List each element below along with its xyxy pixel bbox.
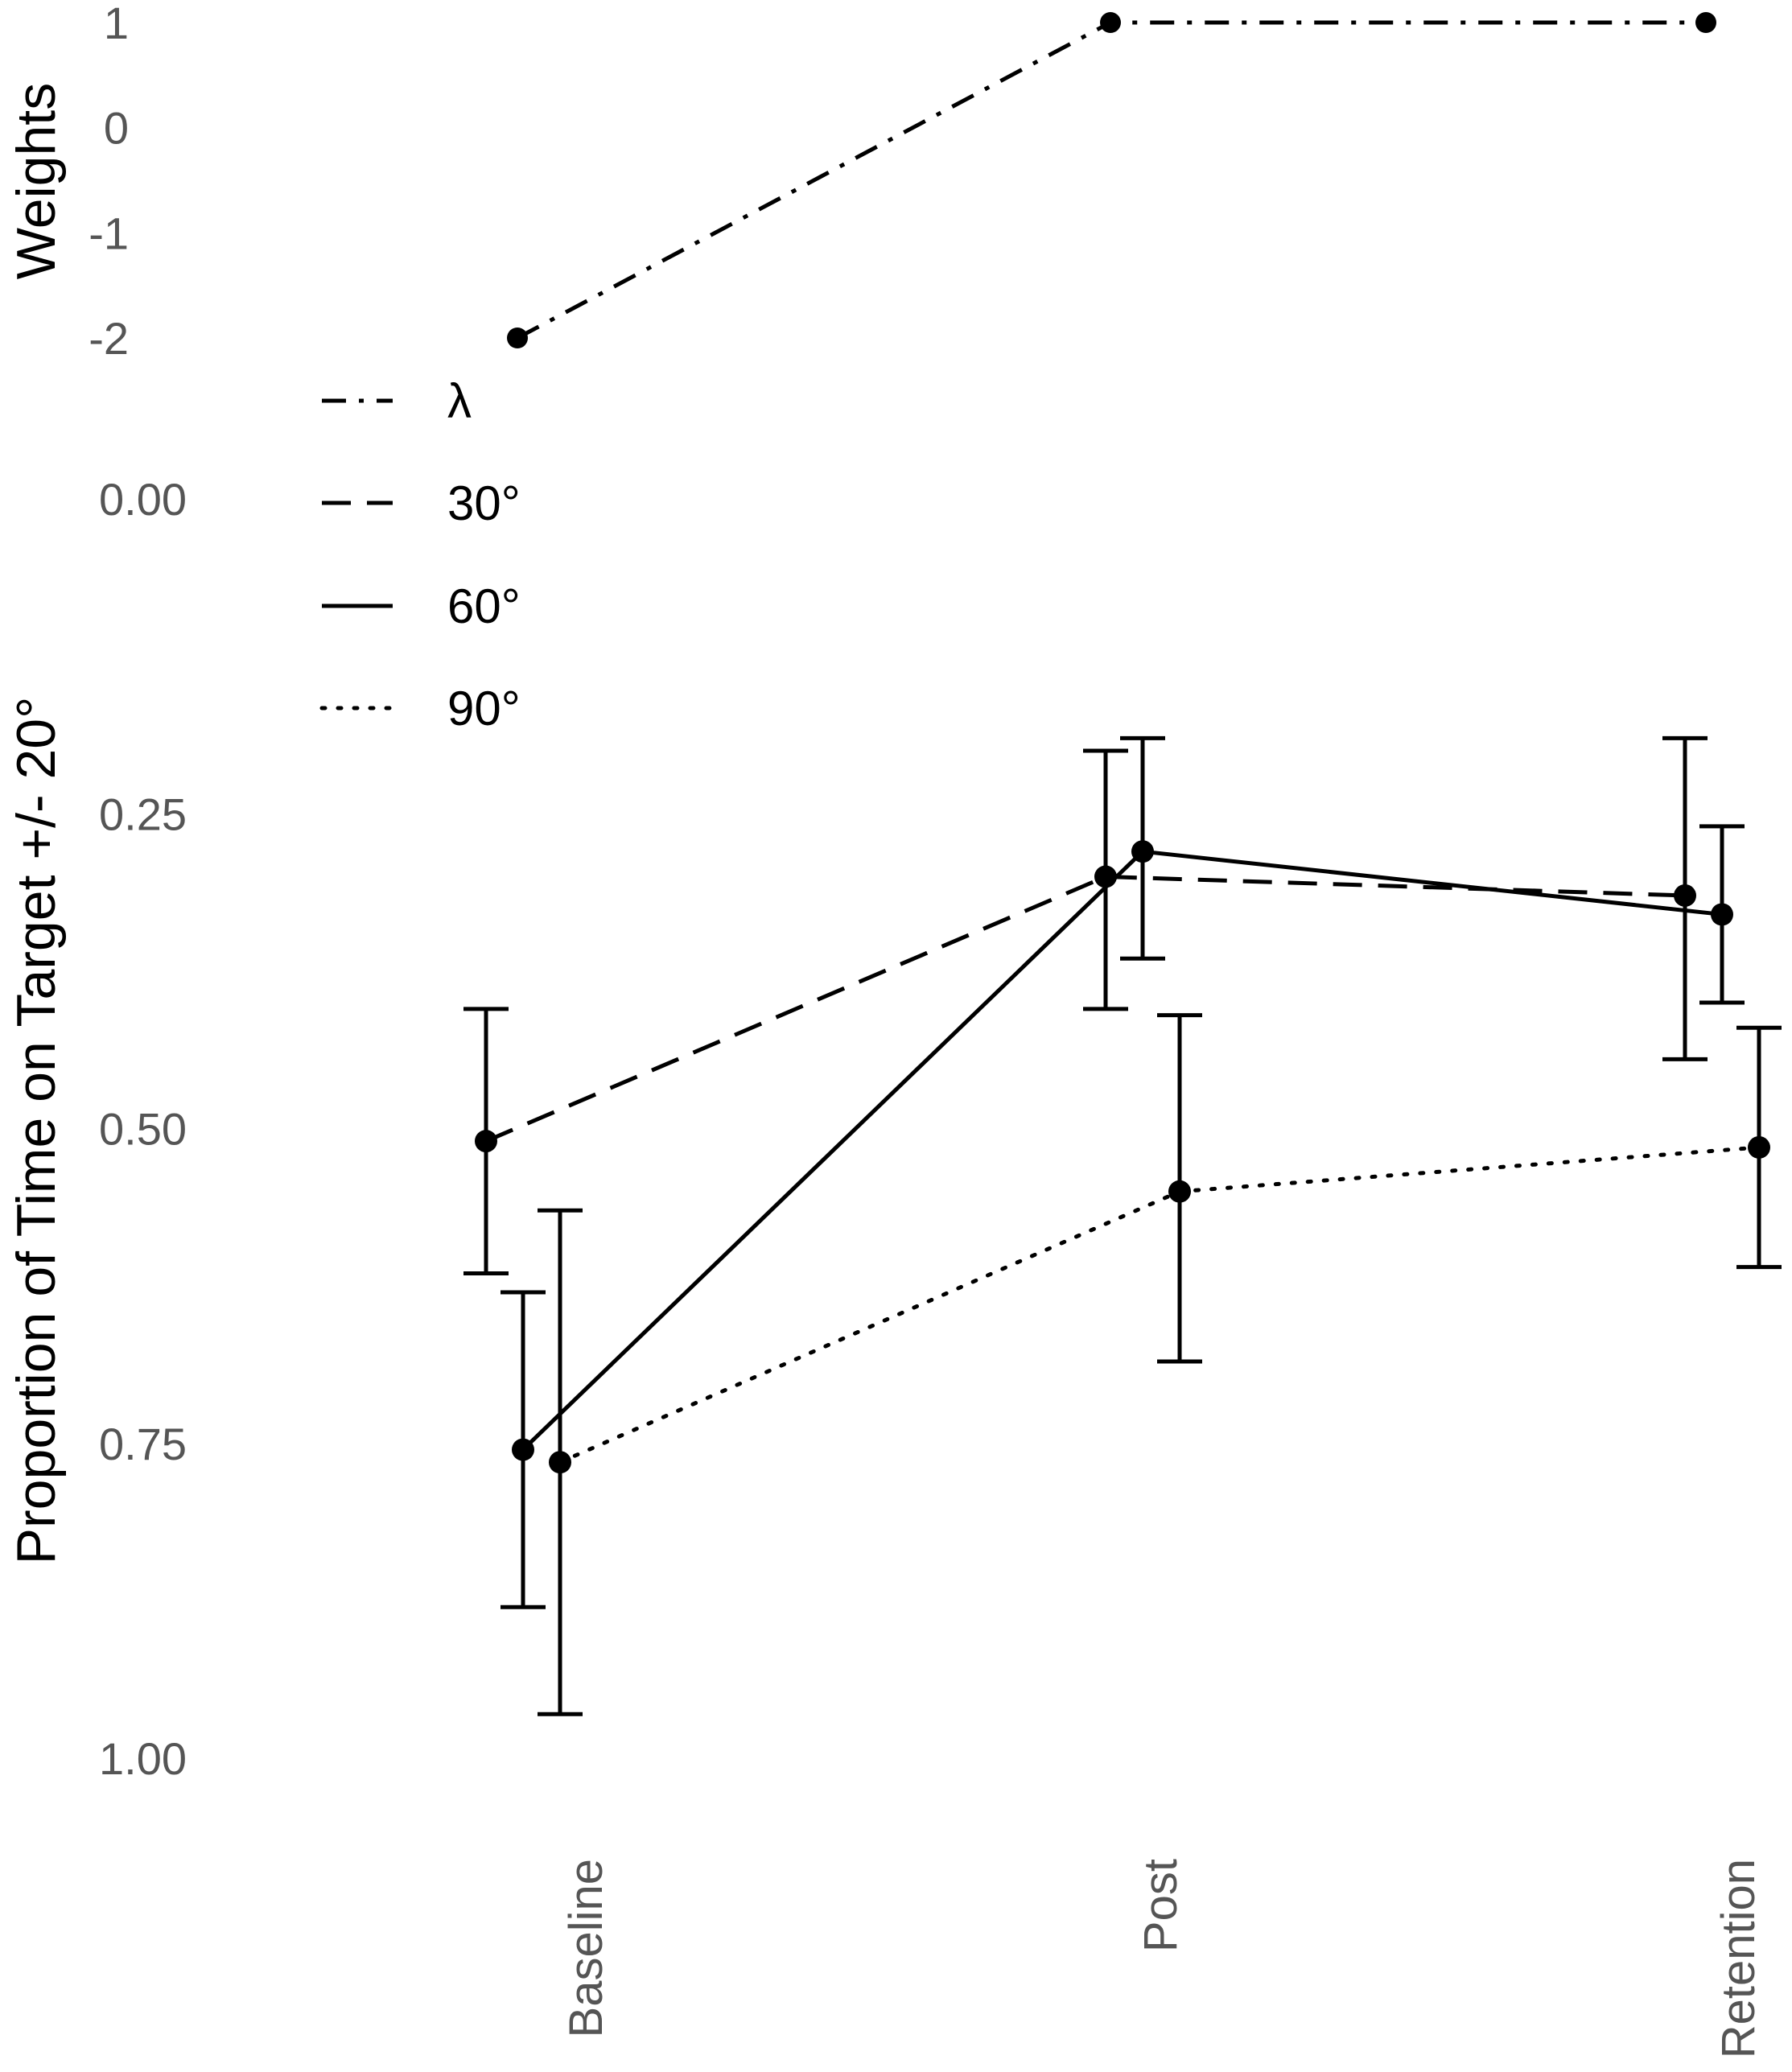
weights-tick-label: 1	[104, 0, 129, 48]
proportion-panel: Proportion of Time on Target +/- 20° 0.0…	[6, 474, 1782, 1784]
series-line-2	[558, 1145, 1761, 1464]
proportion-axis-title: Proportion of Time on Target +/- 20°	[6, 697, 67, 1565]
legend-label: λ	[447, 374, 472, 428]
weights-panel: Weights 1 0 -1 -2	[6, 0, 1716, 364]
x-tick-label: Post	[1135, 1859, 1187, 1952]
data-point	[1711, 903, 1733, 926]
legend: λ 30° 60° 90°	[319, 374, 521, 735]
data-point	[1748, 1135, 1770, 1159]
proportion-tick-label: 0.75	[99, 1419, 187, 1469]
data-point	[1168, 1180, 1191, 1203]
proportion-tick-label: 0.25	[99, 789, 187, 839]
proportion-tick-label: 1.00	[99, 1733, 187, 1784]
legend-label: 30°	[447, 476, 521, 530]
weights-point	[1695, 12, 1716, 33]
proportion-tick-label: 0.00	[99, 474, 187, 525]
x-tick-label: Retention	[1712, 1859, 1765, 2058]
data-point	[475, 1130, 497, 1153]
data-point	[549, 1451, 571, 1474]
weights-tick-label: 0	[104, 103, 129, 154]
legend-label: 90°	[447, 682, 521, 735]
weights-tick-label: -1	[89, 208, 129, 258]
series-line-1	[521, 849, 1723, 1452]
proportion-tick-label: 0.50	[99, 1104, 187, 1155]
weights-point	[507, 327, 528, 348]
data-point	[1674, 884, 1696, 907]
weights-series-line	[516, 20, 1706, 340]
weights-point	[1100, 12, 1121, 33]
x-tick-label: Baseline	[560, 1859, 612, 2037]
data-point	[512, 1438, 534, 1461]
legend-label: 60°	[447, 579, 521, 633]
weights-tick-label: -2	[89, 313, 129, 364]
weights-axis-title: Weights	[6, 83, 67, 279]
data-point	[1131, 840, 1154, 863]
x-axis: Baseline Post Retention	[560, 1859, 1765, 2058]
